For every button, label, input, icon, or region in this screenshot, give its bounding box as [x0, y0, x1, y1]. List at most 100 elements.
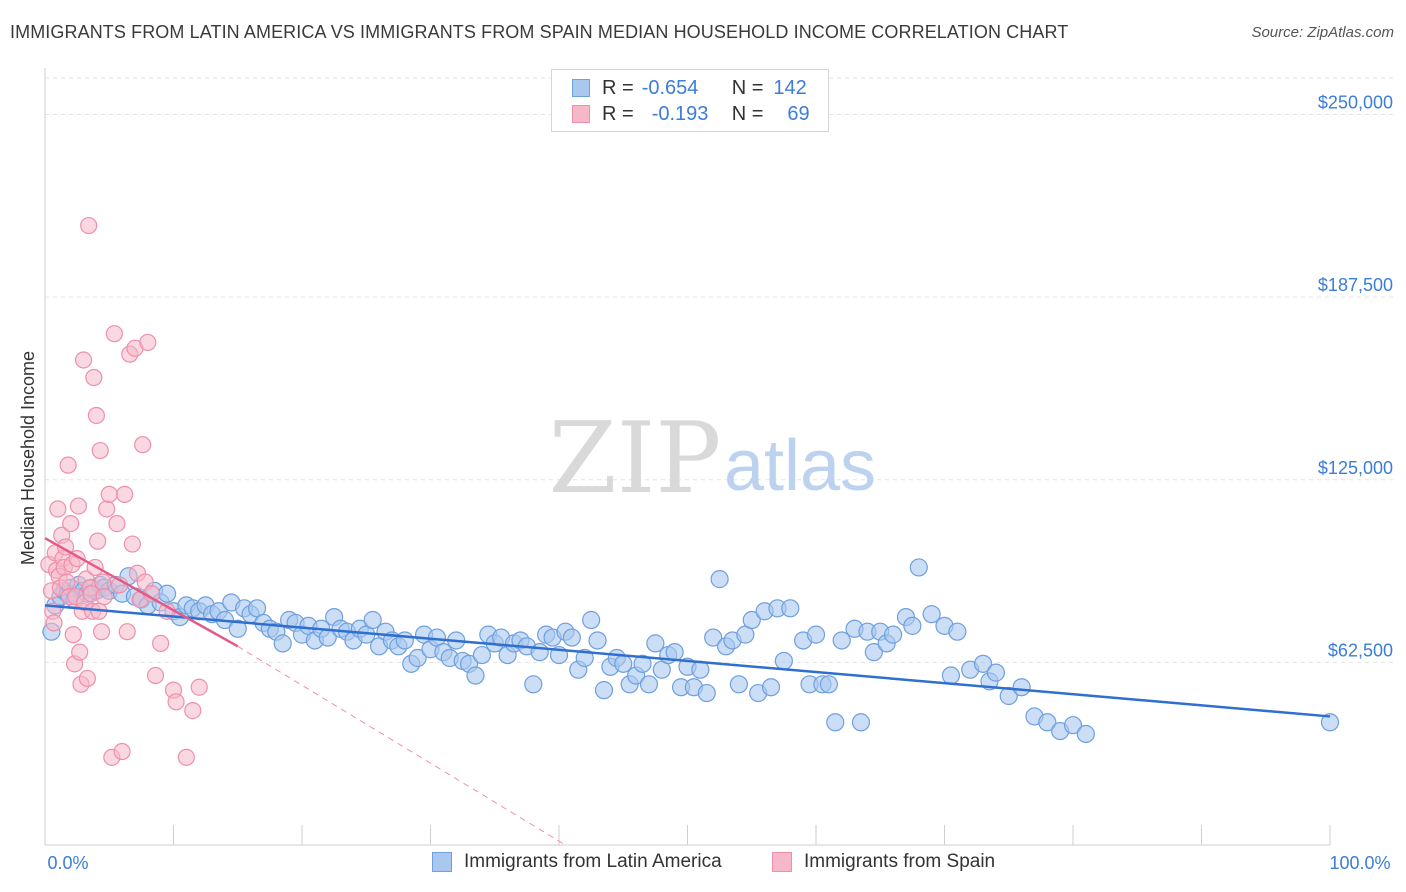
spain-point: [98, 500, 116, 518]
y-tick-label: $125,000: [1318, 458, 1393, 478]
legend-spain-swatch: [772, 852, 792, 872]
latin-point: [973, 654, 993, 673]
x-tick-label-min: 0.0%: [47, 853, 88, 873]
spain-point: [74, 351, 93, 369]
spain-point: [118, 623, 136, 641]
spain-point: [71, 643, 89, 661]
spain-point: [59, 456, 77, 474]
latin-point: [826, 713, 845, 732]
y-tick-labels: $62,500 $125,000 $187,500 $250,000: [1318, 93, 1393, 661]
spain-point: [85, 368, 103, 387]
spain-point: [113, 742, 131, 761]
spain-point: [80, 216, 98, 235]
chart-title: IMMIGRANTS FROM LATIN AMERICA VS IMMIGRA…: [10, 22, 1069, 42]
spain-trendline-extension: [237, 645, 566, 846]
latin-n-label: N =: [731, 76, 764, 99]
spain-point: [45, 614, 63, 632]
latin-point: [582, 610, 601, 630]
spain-point: [100, 485, 118, 503]
latin-n-value: 142: [773, 76, 807, 99]
spain-point: [177, 748, 195, 766]
latin-point: [395, 631, 414, 650]
spain-point: [95, 588, 113, 606]
latin-point: [1063, 716, 1083, 735]
latin-point: [273, 634, 292, 653]
watermark: ZIP atlas: [549, 402, 876, 516]
latin-point: [864, 643, 883, 662]
spain-point: [64, 626, 82, 644]
latin-point: [909, 558, 928, 577]
legend-latin-swatch: [432, 852, 452, 872]
spain-point: [94, 573, 112, 591]
legend-item-spain[interactable]: Immigrants from Spain: [772, 851, 995, 873]
legend-item-latin[interactable]: Immigrants from Latin America: [432, 851, 722, 873]
latin-point: [1012, 678, 1031, 697]
legend-spain-label: Immigrants from Spain: [804, 851, 996, 872]
y-tick-label: $250,000: [1318, 93, 1393, 113]
spain-point: [78, 669, 97, 688]
latin-point: [774, 651, 793, 671]
latin-point: [922, 605, 941, 624]
latin-point: [883, 625, 903, 644]
latin-point: [781, 599, 800, 618]
spain-point: [87, 406, 106, 425]
latin-point: [710, 570, 729, 589]
latin-point: [588, 631, 607, 650]
latin-point: [646, 634, 665, 653]
stats-row-latin: R = -0.654 N = 142: [572, 75, 807, 101]
y-axis-label: Median Household Income: [18, 351, 38, 565]
latin-point: [472, 645, 491, 665]
spain-point: [190, 678, 208, 696]
spain-n-value: 69: [787, 102, 810, 125]
spain-point: [62, 514, 80, 533]
x-tick-label-max: 100.0%: [1329, 853, 1390, 873]
spain-point: [139, 333, 157, 352]
latin-point: [530, 643, 549, 662]
latin-point: [941, 666, 961, 685]
spain-point: [184, 701, 202, 720]
latin-point: [819, 675, 838, 694]
latin-point: [466, 666, 485, 685]
latin-point: [697, 683, 716, 703]
spain-point: [92, 623, 111, 641]
spain-point: [167, 693, 185, 711]
legend-latin-label: Immigrants from Latin America: [464, 851, 722, 872]
latin-point: [742, 610, 761, 630]
latin-point: [729, 675, 749, 694]
spain-point: [105, 325, 123, 343]
latin-point: [594, 681, 614, 700]
latin-point: [575, 648, 594, 668]
axes: [44, 68, 1331, 846]
latin-point: [157, 584, 177, 603]
latin-point: [832, 631, 851, 650]
watermark-zip: ZIP: [549, 402, 722, 516]
spain-swatch: [572, 105, 590, 123]
spain-point: [49, 500, 67, 518]
latin-point: [524, 675, 543, 694]
stats-row-spain: R = -0.193 N = 69: [572, 101, 810, 127]
latin-trendline: [44, 604, 1331, 718]
spain-point: [146, 666, 165, 685]
stats-box: R = -0.654 N = 142 R = -0.193 N = 69: [551, 69, 829, 132]
latin-point: [1320, 713, 1340, 732]
latin-r-value: -0.654: [641, 76, 699, 99]
source-credit: Source: ZipAtlas.com: [1251, 24, 1394, 41]
spain-point: [91, 441, 109, 460]
spain-point: [123, 535, 141, 553]
spain-point: [69, 497, 88, 515]
latin-america-points: [42, 558, 1340, 744]
latin-point: [1076, 724, 1095, 744]
spain-r-label: R =: [602, 102, 634, 125]
latin-swatch: [572, 79, 590, 97]
latin-point: [408, 648, 427, 668]
latin-point: [948, 622, 967, 641]
spain-point: [89, 532, 107, 550]
latin-point: [228, 619, 247, 638]
spain-point: [116, 485, 134, 503]
spain-r-value: -0.193: [651, 102, 709, 125]
latin-point: [363, 610, 382, 630]
latin-point: [851, 713, 871, 732]
spain-point: [108, 514, 126, 533]
latin-point: [633, 654, 652, 673]
